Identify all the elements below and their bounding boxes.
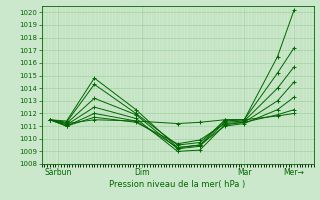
X-axis label: Pression niveau de la mer( hPa ): Pression niveau de la mer( hPa ) bbox=[109, 180, 246, 189]
